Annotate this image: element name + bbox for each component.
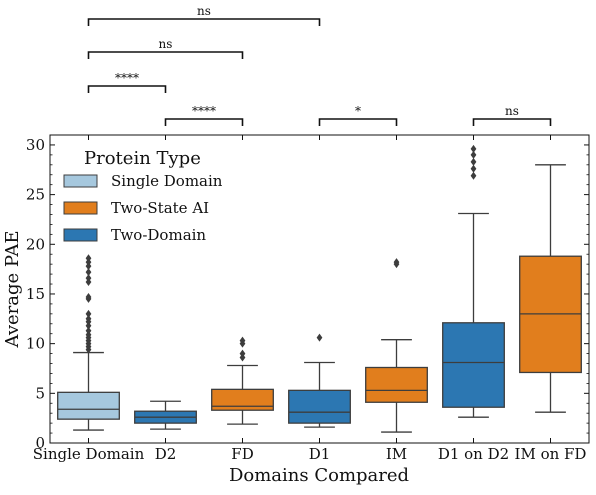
x-tick-label: D1 — [309, 445, 331, 463]
axes: 0 5 10 15 20 25 30 Single Domain D2 FD D1 IM D1 on D… — [26, 134, 590, 463]
y-tick-label: 10 — [26, 335, 45, 353]
x-axis-label: Domains Compared — [229, 465, 409, 486]
outlier-point — [239, 349, 246, 358]
outlier-point — [470, 164, 477, 173]
x-tick-label: IM — [386, 445, 407, 463]
outlier-point — [470, 150, 477, 159]
box-iqr — [365, 366, 428, 403]
y-tick-label: 0 — [35, 434, 45, 452]
y-tick-label: 15 — [26, 285, 45, 303]
x-tick-label: D2 — [155, 445, 177, 463]
bracket-line — [472, 118, 552, 126]
significance-bracket: **** — [164, 104, 244, 126]
legend-entry: Two-State AI — [63, 199, 209, 217]
outlier-point — [470, 171, 477, 180]
legend-swatch — [63, 201, 98, 215]
y-tick-label: 5 — [35, 384, 45, 402]
box-d1-on-d2 — [442, 144, 505, 418]
legend-swatch — [63, 174, 98, 188]
outlier-point — [239, 336, 246, 345]
legend: Protein Type Single Domain Two-State AI Tw… — [63, 148, 223, 244]
legend-label: Single Domain — [111, 172, 223, 190]
outlier-point — [85, 326, 92, 335]
outlier-point — [85, 292, 92, 301]
legend-label: Two-Domain — [111, 226, 206, 244]
x-tick-label: D1 on D2 — [438, 445, 509, 463]
box-series — [57, 144, 582, 433]
box-im-on-fd — [519, 164, 582, 413]
outlier-point — [85, 314, 92, 323]
bracket-line — [87, 18, 321, 26]
y-axis-label: Average PAE — [2, 231, 23, 349]
significance-label: * — [355, 104, 361, 118]
box-d2 — [134, 400, 197, 430]
outlier-point — [85, 254, 92, 263]
significance-bracket: * — [318, 104, 398, 126]
y-tick-label: 25 — [26, 186, 45, 204]
box-iqr — [211, 388, 274, 411]
bracket-line — [318, 118, 398, 126]
significance-label: **** — [192, 104, 216, 118]
box-d1 — [288, 333, 351, 428]
legend-swatch — [63, 228, 98, 242]
box-iqr — [57, 391, 120, 420]
significance-bracket: ns — [472, 104, 552, 126]
legend-title: Protein Type — [84, 148, 201, 169]
box-single-domain — [57, 254, 120, 431]
significance-label: ns — [197, 4, 211, 18]
legend-entry: Single Domain — [63, 172, 223, 190]
y-tick-label: 30 — [26, 136, 45, 154]
box-iqr — [288, 389, 351, 424]
significance-bracket: **** — [87, 71, 167, 93]
outlier-point — [470, 144, 477, 153]
significance-bracket: ns — [87, 4, 321, 26]
significance-bracket: ns — [87, 37, 244, 59]
outlier-point — [316, 333, 323, 342]
significance-label: ns — [505, 104, 519, 118]
bracket-line — [164, 118, 244, 126]
significance-label: ns — [159, 37, 173, 51]
outlier-point — [470, 157, 477, 166]
outlier-point — [85, 268, 92, 277]
significance-label: **** — [115, 71, 139, 85]
bracket-line — [87, 85, 167, 93]
outlier-point — [393, 258, 400, 267]
outlier-point — [85, 274, 92, 283]
legend-label: Two-State AI — [111, 199, 209, 217]
y-tick-label: 20 — [26, 235, 45, 253]
box-im — [365, 258, 428, 433]
x-tick-label: FD — [231, 445, 253, 463]
outlier-point — [85, 309, 92, 318]
legend-entry: Two-Domain — [63, 226, 206, 244]
x-tick-label: IM on FD — [515, 445, 587, 463]
box-fd — [211, 336, 274, 425]
box-iqr — [442, 322, 505, 408]
bracket-line — [87, 51, 244, 59]
x-tick-label: Single Domain — [33, 445, 145, 463]
